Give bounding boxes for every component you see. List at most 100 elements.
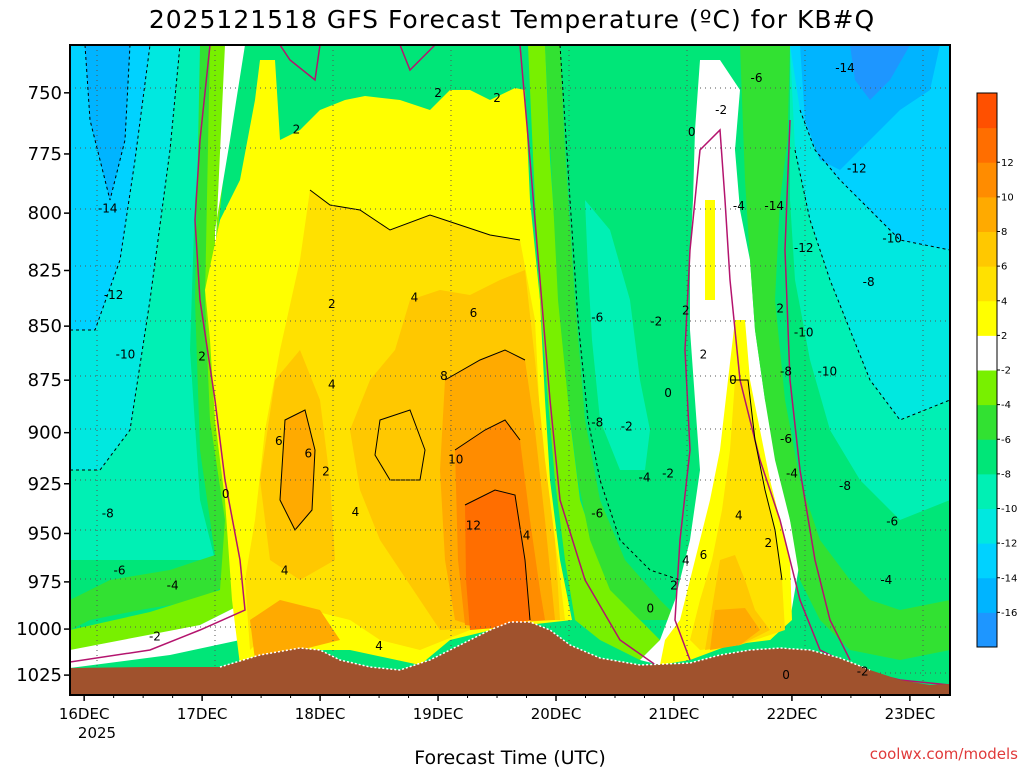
- colorbar-label: -16: [1001, 608, 1017, 619]
- contour-label: 2: [434, 86, 442, 100]
- y-tick-label: 875: [28, 370, 62, 391]
- y-axis: 750 775 800 825 850 875 900 925 950 975 1000 1025: [16, 83, 70, 686]
- plot-area: 22 2-14-12-10-8-6-4-2202446662444810124-6…: [70, 45, 950, 695]
- x-tick-label: 23DEC: [885, 705, 936, 723]
- colorbar-label: 4: [1001, 296, 1007, 307]
- contour-label: -10: [794, 326, 814, 340]
- colorbar-label: 8: [1001, 227, 1007, 238]
- contour-label: -4: [733, 199, 745, 213]
- y-tick-label: 1000: [16, 619, 62, 640]
- contour-label: -8: [839, 479, 851, 493]
- contour-label: -12: [104, 288, 124, 302]
- field-minus4-left: [70, 45, 235, 630]
- contour-label: -6: [591, 507, 603, 521]
- contour-label: -10: [882, 232, 902, 246]
- colorbar-label: 2: [1001, 331, 1007, 342]
- contour-label: -12: [847, 161, 867, 175]
- y-tick-label: 750: [28, 83, 62, 104]
- x-year-label: 2025: [78, 724, 116, 742]
- colorbar-label: -2: [1001, 366, 1011, 377]
- contour-label: -4: [167, 579, 179, 593]
- x-tick-label: 21DEC: [649, 705, 700, 723]
- zero-contour-mid: [279, 45, 661, 669]
- y-tick-label: 900: [28, 423, 62, 444]
- colorbar-label: -8: [1001, 469, 1011, 480]
- colorbar-label: -12: [1001, 539, 1017, 550]
- colorbar-swatch: [977, 300, 997, 336]
- y-tick-label: 1025: [16, 665, 62, 686]
- contour-label: -2: [621, 419, 633, 433]
- contour-label: 4: [411, 290, 419, 304]
- contour-label: 4: [375, 639, 383, 653]
- x-tick-label: 18DEC: [295, 705, 346, 723]
- contour-label: 2: [765, 536, 773, 550]
- plot-frame: [69, 44, 951, 696]
- colorbar-swatch: [977, 508, 997, 544]
- field-minus16-right: [850, 45, 910, 100]
- credit[interactable]: coolwx.com/models: [870, 745, 1018, 763]
- contour-label: -2: [715, 103, 727, 117]
- colorbar-swatch: [977, 162, 997, 198]
- field-minus14-right: [800, 45, 940, 170]
- contour-label: 2: [198, 350, 206, 364]
- field-minus4-right: [740, 45, 950, 660]
- colorbar: -16 -14 -12 -10 -8 -6 -4 -2 2 4 6 8 10 12: [976, 92, 1017, 648]
- terrain: [70, 622, 950, 695]
- contour-label: 2: [776, 302, 784, 316]
- colorbar-swatch: [977, 404, 997, 440]
- field-minus8-mid: [585, 200, 650, 470]
- y-tick-label: 825: [28, 260, 62, 281]
- colorbar-label: 10: [1001, 192, 1014, 203]
- colorbar-label: -14: [1001, 573, 1017, 584]
- y-tick-label: 950: [28, 523, 62, 544]
- contour-label: -2: [662, 467, 674, 481]
- chart-title: 2025121518 GFS Forecast Temperature (ºC)…: [149, 5, 875, 34]
- contour-label: 0: [729, 373, 737, 387]
- zero-contour-right: [784, 119, 851, 661]
- colorbar-swatch: [977, 370, 997, 406]
- contour-label: 8: [440, 369, 448, 383]
- contour-label: -4: [880, 573, 892, 587]
- colorbar-label: -10: [1001, 504, 1017, 515]
- contour-label: -10: [116, 347, 136, 361]
- field-plus4-21dec: [690, 380, 785, 650]
- colorbar-swatch: [977, 93, 997, 129]
- colorbar-label: 6: [1001, 262, 1007, 273]
- contour-label: 6: [275, 434, 283, 448]
- contour-label: -6: [780, 432, 792, 446]
- contour-label: -14: [764, 199, 784, 213]
- contour-label: -6: [591, 310, 603, 324]
- contour-label: -14: [835, 61, 855, 75]
- contour-label: -2: [149, 630, 161, 644]
- colorbar-swatch: [977, 266, 997, 302]
- contour-label: 4: [281, 563, 289, 577]
- negative-contour-b: [559, 45, 950, 581]
- contour-label: 0: [664, 386, 672, 400]
- contour-label: 6: [304, 446, 312, 460]
- contour-label: -10: [818, 365, 838, 379]
- contour-label: 10: [448, 452, 463, 466]
- contour-label: 0: [782, 668, 790, 682]
- contour-label: -8: [780, 365, 792, 379]
- contour-label: -12: [794, 241, 814, 255]
- contour-label: 2: [293, 123, 301, 137]
- y-tick-label: 800: [28, 203, 62, 224]
- contour-label: -6: [114, 563, 126, 577]
- colorbar-swatch: [977, 335, 997, 371]
- contour-label: 2: [700, 347, 708, 361]
- x-tick-label: 19DEC: [413, 705, 464, 723]
- contour-label: -2: [857, 664, 869, 678]
- contour-label: 2: [682, 304, 690, 318]
- negative-contour-a: [70, 45, 181, 471]
- contour-label: 4: [682, 554, 690, 568]
- contour-label: -6: [886, 515, 898, 529]
- grid: [70, 45, 950, 695]
- contour-label: -2: [650, 315, 662, 329]
- contour-label: 12: [466, 519, 481, 533]
- y-tick-label: 975: [28, 572, 62, 593]
- field-plus12: [465, 490, 530, 630]
- contour-label: 4: [735, 509, 743, 523]
- contour-label: -4: [638, 471, 650, 485]
- colorbar-swatch: [977, 612, 997, 648]
